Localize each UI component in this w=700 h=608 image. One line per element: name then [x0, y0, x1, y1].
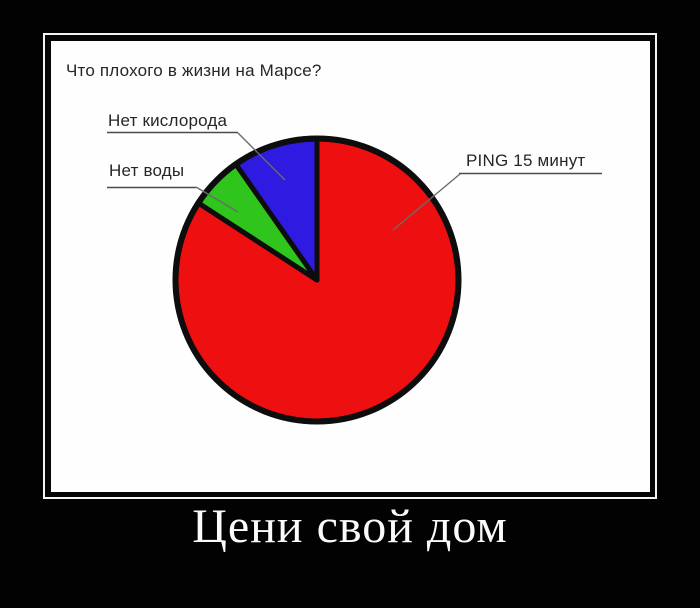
chart-title: Что плохого в жизни на Марсе?	[66, 61, 322, 80]
pie-chart	[107, 131, 602, 425]
leader-line-oxygen	[237, 132, 286, 181]
pie-outline	[172, 135, 462, 425]
slice-label-ping: PING 15 минут	[466, 151, 586, 170]
leader-line-ping	[392, 173, 461, 231]
leader-line-water	[195, 186, 239, 213]
slice-label-water: Нет воды	[109, 161, 185, 180]
chart-panel: Что плохого в жизни на Марсе? Нет кислор…	[51, 41, 650, 492]
poster-caption: Цени свой дом	[192, 500, 508, 553]
slice-label-oxygen: Нет кислорода	[108, 111, 228, 130]
